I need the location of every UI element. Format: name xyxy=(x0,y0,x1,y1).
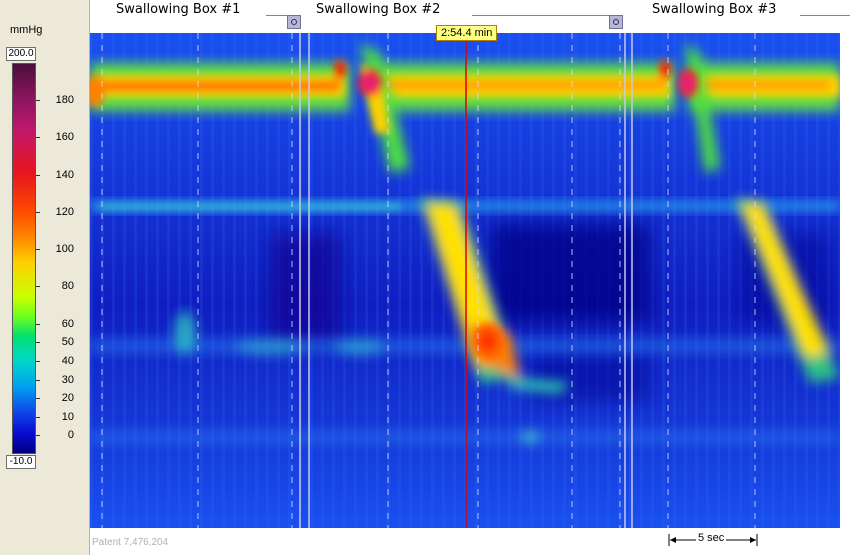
scale-tick xyxy=(36,211,40,213)
box-2-top-edge xyxy=(472,15,620,16)
time-grid-lines xyxy=(101,33,756,528)
scale-tick xyxy=(36,174,40,176)
time-scale-bar: 5 sec xyxy=(668,531,758,549)
box-1-top-edge xyxy=(266,15,300,16)
scale-tick-label: 30 xyxy=(61,373,74,386)
box-2-handle-icon[interactable] xyxy=(609,15,623,29)
scale-tick-label: 10 xyxy=(61,410,74,423)
low-pressure-zones xyxy=(270,223,830,403)
scale-tick-label: 180 xyxy=(55,94,74,107)
pressure-topography-plot xyxy=(90,33,840,528)
color-gradient-bar xyxy=(12,63,36,454)
scale-tick xyxy=(36,398,40,400)
scale-tick xyxy=(36,342,40,344)
scale-tick xyxy=(36,286,40,288)
time-scale-label: 5 sec xyxy=(696,532,727,544)
scale-min-input[interactable]: -10.0 xyxy=(6,455,36,469)
scale-tick-label: 100 xyxy=(55,243,74,256)
patent-footer: Patent 7,476,204 xyxy=(92,537,169,548)
peristaltic-wave-2-core xyxy=(358,63,504,359)
box-3-top-edge xyxy=(800,15,850,16)
scale-tick-label: 80 xyxy=(61,280,74,293)
time-cursor-label[interactable]: 2:54.4 min xyxy=(436,25,498,41)
scale-tick-label: 120 xyxy=(55,205,74,218)
scale-tick-label: 50 xyxy=(61,336,74,349)
lower-pressure-band xyxy=(90,311,840,443)
bottom-strip: Patent 7,476,204 5 sec xyxy=(90,528,850,555)
peristaltic-wave-3-core xyxy=(678,69,698,97)
scale-tick xyxy=(36,100,40,102)
pressure-color-scale: mmHg 200.0 -10.0 180 160 140 120 100 80 60 50 40… xyxy=(0,0,90,555)
swallowing-box-title-3[interactable]: Swallowing Box #3 xyxy=(652,2,777,17)
scale-tick xyxy=(36,137,40,139)
scale-tick xyxy=(36,249,40,251)
scale-tick-label: 60 xyxy=(61,317,74,330)
scale-max-input[interactable]: 200.0 xyxy=(6,47,36,61)
scale-tick-label: 0 xyxy=(67,429,74,442)
scale-tick xyxy=(36,360,40,362)
scale-tick xyxy=(36,416,40,418)
scale-tick xyxy=(36,323,40,325)
box-1-handle-icon[interactable] xyxy=(287,15,301,29)
scale-tick-label: 140 xyxy=(55,168,74,181)
mid-pressure-band xyxy=(90,199,840,213)
swallowing-box-title-1[interactable]: Swallowing Box #1 xyxy=(116,2,241,17)
scale-tick-label: 20 xyxy=(61,392,74,405)
scale-unit-label: mmHg xyxy=(10,24,43,36)
ues-high-pressure-band xyxy=(90,60,840,111)
scale-tick-label: 40 xyxy=(61,354,74,367)
swallowing-box-title-2[interactable]: Swallowing Box #2 xyxy=(316,2,441,17)
scale-tick-label: 160 xyxy=(55,131,74,144)
scale-tick xyxy=(36,435,40,437)
scale-tick xyxy=(36,379,40,381)
swallowing-box-boundaries xyxy=(299,33,633,528)
